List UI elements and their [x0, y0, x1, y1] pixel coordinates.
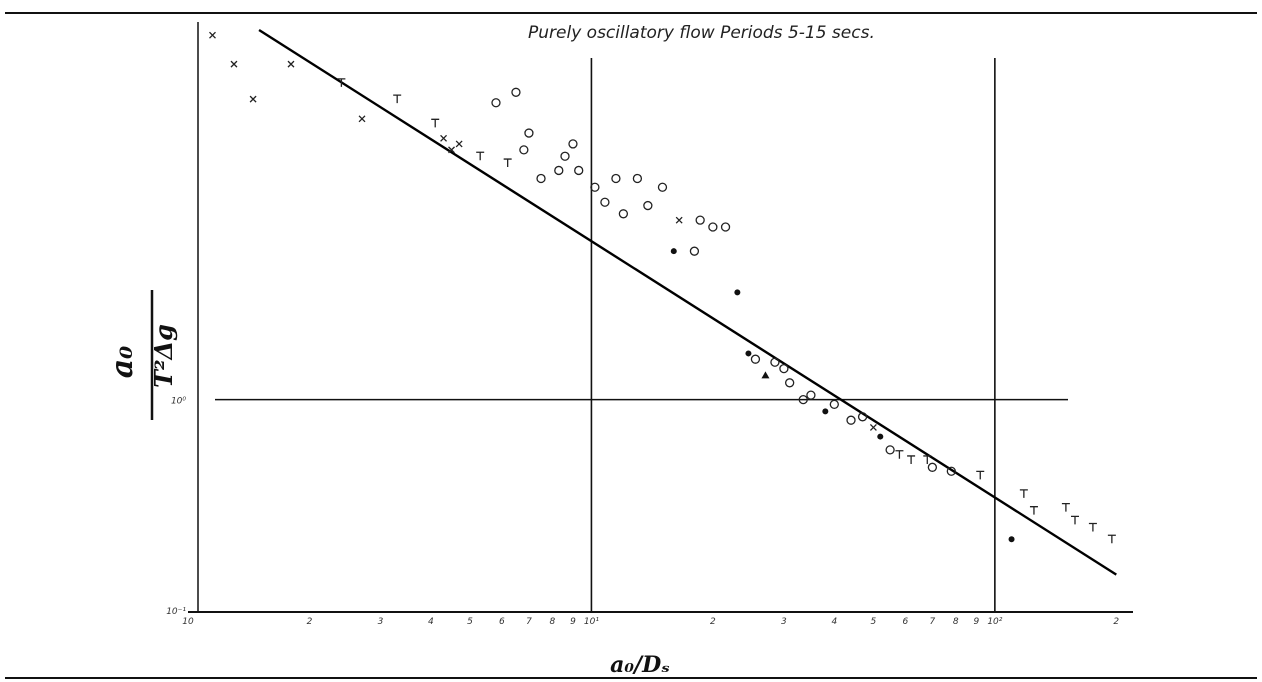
x-tick-label: 5 — [467, 617, 473, 627]
x-tick-label: 10² — [987, 617, 1002, 627]
data-point-circle — [708, 222, 718, 232]
data-point-dot — [822, 408, 829, 415]
data-point-tee — [1061, 502, 1070, 512]
fit-layer — [258, 29, 1117, 576]
data-point-circle — [695, 215, 705, 225]
y-tick-label: 10⁰ — [171, 397, 186, 407]
data-point-cross — [209, 31, 216, 39]
data-point-cross — [287, 60, 295, 68]
data-point-tee — [1019, 489, 1028, 498]
data-point-circle — [643, 200, 653, 211]
data-point-circle — [750, 354, 761, 364]
data-point-circle — [770, 357, 780, 367]
data-point-circle — [536, 173, 546, 184]
x-tick-label: 6 — [902, 617, 908, 627]
data-point-circle — [491, 98, 501, 108]
data-point-circle — [511, 87, 521, 97]
data-point-circle — [574, 165, 584, 176]
x-tick-label: 8 — [953, 617, 959, 627]
fit-line — [258, 29, 1117, 576]
data-point-circle — [590, 182, 600, 192]
x-tick-label: 8 — [549, 617, 555, 627]
data-point-circle — [927, 462, 938, 472]
data-point-tee — [976, 470, 985, 480]
data-point-circle — [846, 415, 856, 425]
data-point-circle — [806, 390, 816, 400]
data-point-tee — [1029, 506, 1038, 515]
data-point-tee — [1071, 515, 1079, 525]
data-point-cross — [448, 146, 455, 154]
data-point-dot — [745, 350, 752, 357]
y-axis-label: a₀ T²Δg — [105, 290, 178, 420]
x-axis-label: a₀/Dₛ — [610, 652, 670, 678]
x-tick-label: 4 — [428, 617, 434, 627]
data-point-circle — [519, 145, 529, 155]
data-point-dot — [877, 433, 884, 440]
axes-layer — [188, 22, 1133, 613]
data-point-triangle — [761, 371, 770, 379]
data-point-tee — [1088, 522, 1097, 532]
data-point-cross — [675, 216, 683, 224]
data-point-tee — [337, 78, 346, 87]
data-point-dot — [734, 289, 741, 296]
data-point-circle — [524, 128, 534, 138]
data-point-tee — [503, 158, 512, 168]
points-layer — [209, 31, 1116, 544]
x-tick-label: 9 — [974, 617, 980, 627]
data-point-circle — [611, 173, 621, 184]
data-point-circle — [785, 378, 795, 388]
data-point-cross — [869, 423, 877, 431]
data-point-circle — [779, 363, 789, 374]
x-tick-label: 5 — [871, 617, 877, 627]
data-point-cross — [440, 134, 448, 142]
x-tick-label: 7 — [929, 617, 935, 627]
data-point-circle — [689, 246, 700, 256]
data-point-dot — [1008, 536, 1015, 543]
data-point-circle — [657, 182, 668, 192]
data-point-tee — [907, 455, 916, 464]
data-point-circle — [554, 165, 564, 176]
x-tick-label: 3 — [378, 617, 384, 627]
data-point-tee — [476, 151, 485, 161]
data-point-tee — [393, 94, 402, 104]
data-point-dot — [670, 248, 677, 255]
data-point-tee — [895, 450, 904, 459]
x-tick-label: 4 — [831, 617, 837, 627]
x-tick-label: 10 — [182, 617, 194, 627]
data-point-circle — [568, 139, 578, 149]
data-point-circle — [632, 173, 643, 184]
data-point-circle — [946, 466, 956, 476]
data-point-circle — [618, 209, 629, 219]
data-point-tee — [431, 118, 440, 128]
ticks-layer: 10 2 3 4 5 6 7 8 9 10¹ 2 3 4 5 6 7 8 9 10² 2 10⁻¹ 10⁰ — [166, 397, 1119, 627]
data-point-circle — [560, 151, 570, 161]
data-point-circle — [885, 445, 895, 455]
data-point-circle — [720, 222, 731, 232]
y-tick-label: 10⁻¹ — [166, 607, 186, 617]
x-tick-label: 9 — [570, 617, 576, 627]
data-point-circle — [600, 197, 610, 207]
chart-title: Purely oscillatory flow Periods 5-15 sec… — [528, 23, 875, 43]
data-point-circle — [798, 394, 808, 405]
data-point-tee — [923, 455, 932, 464]
x-tick-label: 6 — [499, 617, 505, 627]
x-tick-label: 2 — [710, 617, 716, 627]
data-point-circle — [829, 399, 839, 410]
x-tick-label: 2 — [307, 617, 313, 627]
x-tick-label: 2 — [1113, 617, 1119, 627]
data-point-circle — [857, 412, 868, 422]
data-point-cross — [358, 115, 366, 123]
x-tick-label: 10¹ — [584, 617, 599, 627]
x-tick-label: 3 — [781, 617, 787, 627]
data-point-cross — [230, 60, 238, 68]
y-axis-label-denominator: T²Δg — [149, 324, 178, 388]
y-axis-label-numerator: a₀ — [105, 346, 140, 379]
data-point-cross — [455, 140, 463, 148]
x-tick-label: 7 — [526, 617, 532, 627]
data-point-tee — [1107, 534, 1116, 544]
data-point-cross — [249, 95, 257, 103]
